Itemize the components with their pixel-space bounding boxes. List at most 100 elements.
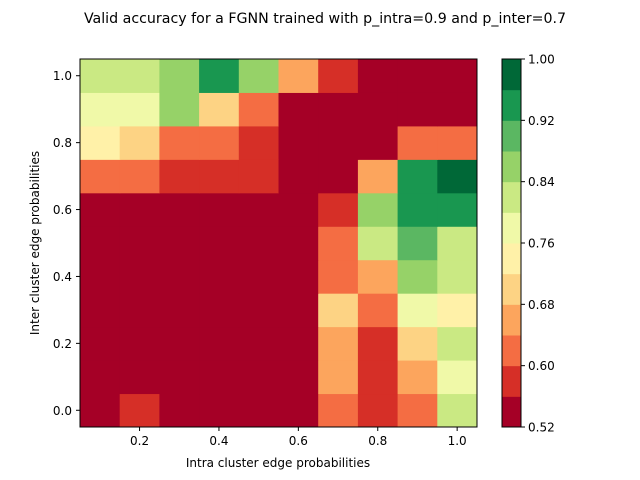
heatmap-cell [318, 393, 359, 428]
x-axis-label: Intra cluster edge probabilities [186, 456, 370, 470]
x-tick-label: 0.4 [209, 434, 228, 448]
heatmap-cell [397, 192, 438, 227]
y-tick-label: 0.6 [53, 203, 72, 217]
heatmap-cell [80, 326, 121, 361]
heatmap-cell [397, 125, 438, 160]
colorbar-tick-label: 0.52 [528, 421, 555, 435]
colorbar [502, 59, 521, 428]
heatmap-cell [119, 192, 160, 227]
y-axis-label: Inter cluster edge probabilities [28, 151, 42, 335]
colorbar-segment [502, 212, 521, 244]
y-tick-label: 0.8 [53, 136, 72, 150]
colorbar-segment [502, 89, 521, 121]
heatmap-cell [278, 59, 319, 93]
heatmap-cell [437, 59, 478, 93]
heatmap-cell [80, 92, 121, 127]
heatmap-cell [357, 326, 399, 361]
heatmap-cell [278, 226, 319, 261]
heatmap-cell [318, 125, 359, 160]
heatmap-cell [437, 192, 478, 227]
heatmap-cell [437, 125, 478, 160]
chart-title: Valid accuracy for a FGNN trained with p… [84, 11, 566, 27]
heatmap-cell [318, 360, 359, 395]
heatmap-cell [437, 326, 478, 361]
heatmap-cell [357, 393, 399, 428]
heatmap-cell [119, 259, 160, 294]
heatmap-cell [80, 192, 121, 227]
x-tick-label: 1.0 [448, 434, 467, 448]
colorbar-ticks: 0.52 0.60 0.68 0.76 0.84 0.92 1.00 [521, 53, 555, 435]
heatmap-cell [357, 293, 399, 328]
heatmap-cells [80, 59, 478, 428]
y-tick-label: 0.2 [53, 337, 72, 351]
plot-frame [79, 58, 478, 428]
heatmap-cell [397, 226, 438, 261]
heatmap-cell [357, 92, 399, 127]
heatmap-cell [159, 125, 200, 160]
heatmap-cell [159, 393, 200, 428]
y-tick-label: 1.0 [53, 69, 72, 83]
heatmap-cell [278, 159, 319, 194]
heatmap-cell [437, 226, 478, 261]
heatmap-cell [119, 159, 160, 194]
colorbar-segment [502, 59, 521, 91]
heatmap-cell [437, 293, 478, 328]
heatmap-cell [119, 226, 160, 261]
heatmap-cell [318, 326, 359, 361]
x-tick-label: 0.8 [368, 434, 387, 448]
heatmap-cell [199, 259, 240, 294]
heatmap-cell [357, 360, 399, 395]
heatmap-cell [199, 125, 240, 160]
heatmap-cell [437, 393, 478, 428]
heatmap-cell [278, 326, 319, 361]
colorbar-tick-label: 0.76 [528, 237, 555, 251]
heatmap-cell [159, 92, 200, 127]
heatmap-cell [199, 92, 240, 127]
heatmap-cell [318, 92, 359, 127]
heatmap-cell [199, 360, 240, 395]
heatmap-cell [318, 226, 359, 261]
x-tick-label: 0.2 [130, 434, 149, 448]
heatmap-cell [238, 293, 279, 328]
heatmap-cell [238, 360, 279, 395]
heatmap-cell [238, 92, 279, 127]
heatmap-cell [437, 92, 478, 127]
colorbar-segment [502, 243, 521, 275]
colorbar-segment [502, 396, 521, 428]
heatmap-cell [357, 192, 399, 227]
heatmap-cell [80, 159, 121, 194]
heatmap-cell [397, 59, 438, 93]
heatmap-cell [278, 293, 319, 328]
colorbar-segment [502, 335, 521, 367]
heatmap-cell [119, 360, 160, 395]
heatmap-cell [119, 326, 160, 361]
heatmap-cell [238, 259, 279, 294]
heatmap-cell [278, 125, 319, 160]
heatmap-cell [357, 159, 399, 194]
colorbar-tick-label: 1.00 [528, 53, 555, 67]
heatmap-cell [159, 192, 200, 227]
heatmap-cell [80, 125, 121, 160]
heatmap-cell [238, 59, 279, 93]
heatmap-cell [238, 393, 279, 428]
heatmap-cell [199, 159, 240, 194]
heatmap-cell [397, 259, 438, 294]
heatmap-cell [199, 326, 240, 361]
heatmap-cell [318, 59, 359, 93]
heatmap-cell [80, 393, 121, 428]
heatmap-cell [397, 326, 438, 361]
heatmap-cell [119, 125, 160, 160]
heatmap-cell [199, 192, 240, 227]
colorbar-segment [502, 151, 521, 183]
colorbar-segment [502, 365, 521, 397]
heatmap-cell [397, 159, 438, 194]
heatmap-cell [397, 92, 438, 127]
heatmap-cell [119, 92, 160, 127]
heatmap-cell [119, 393, 160, 428]
heatmap-cell [278, 393, 319, 428]
heatmap-cell [437, 259, 478, 294]
heatmap-cell [318, 293, 359, 328]
heatmap-cell [159, 226, 200, 261]
heatmap-cell [397, 360, 438, 395]
heatmap-cell [119, 59, 160, 93]
